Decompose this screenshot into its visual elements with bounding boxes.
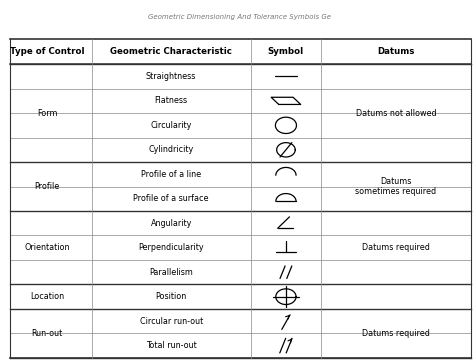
Text: Position: Position bbox=[155, 292, 187, 301]
Text: Datums
sometimes required: Datums sometimes required bbox=[356, 177, 437, 196]
Text: Profile of a surface: Profile of a surface bbox=[133, 194, 209, 203]
Text: Profile: Profile bbox=[35, 182, 60, 191]
Text: Geometric Dimensioning And Tolerance Symbols Ge: Geometric Dimensioning And Tolerance Sym… bbox=[147, 14, 330, 20]
Text: Datums required: Datums required bbox=[362, 243, 430, 252]
Text: Datums: Datums bbox=[377, 47, 415, 56]
Text: Profile of a line: Profile of a line bbox=[141, 170, 201, 179]
Text: Datums required: Datums required bbox=[362, 329, 430, 338]
Text: Parallelism: Parallelism bbox=[149, 268, 193, 277]
Text: Geometric Characteristic: Geometric Characteristic bbox=[110, 47, 232, 56]
Text: Type of Control: Type of Control bbox=[10, 47, 84, 56]
Text: Flatness: Flatness bbox=[155, 96, 188, 105]
Text: Datums not allowed: Datums not allowed bbox=[356, 108, 437, 118]
Text: Location: Location bbox=[30, 292, 64, 301]
Text: Cylindricity: Cylindricity bbox=[148, 145, 194, 154]
Text: Total run-out: Total run-out bbox=[146, 341, 197, 350]
Text: Circular run-out: Circular run-out bbox=[139, 317, 203, 326]
Text: Run-out: Run-out bbox=[31, 329, 63, 338]
Text: Straightness: Straightness bbox=[146, 72, 196, 81]
Text: Perpendicularity: Perpendicularity bbox=[138, 243, 204, 252]
Text: Circularity: Circularity bbox=[150, 121, 192, 130]
Text: Angularity: Angularity bbox=[150, 219, 192, 228]
Text: Form: Form bbox=[37, 108, 57, 118]
Text: Orientation: Orientation bbox=[24, 243, 70, 252]
Text: Symbol: Symbol bbox=[268, 47, 304, 56]
